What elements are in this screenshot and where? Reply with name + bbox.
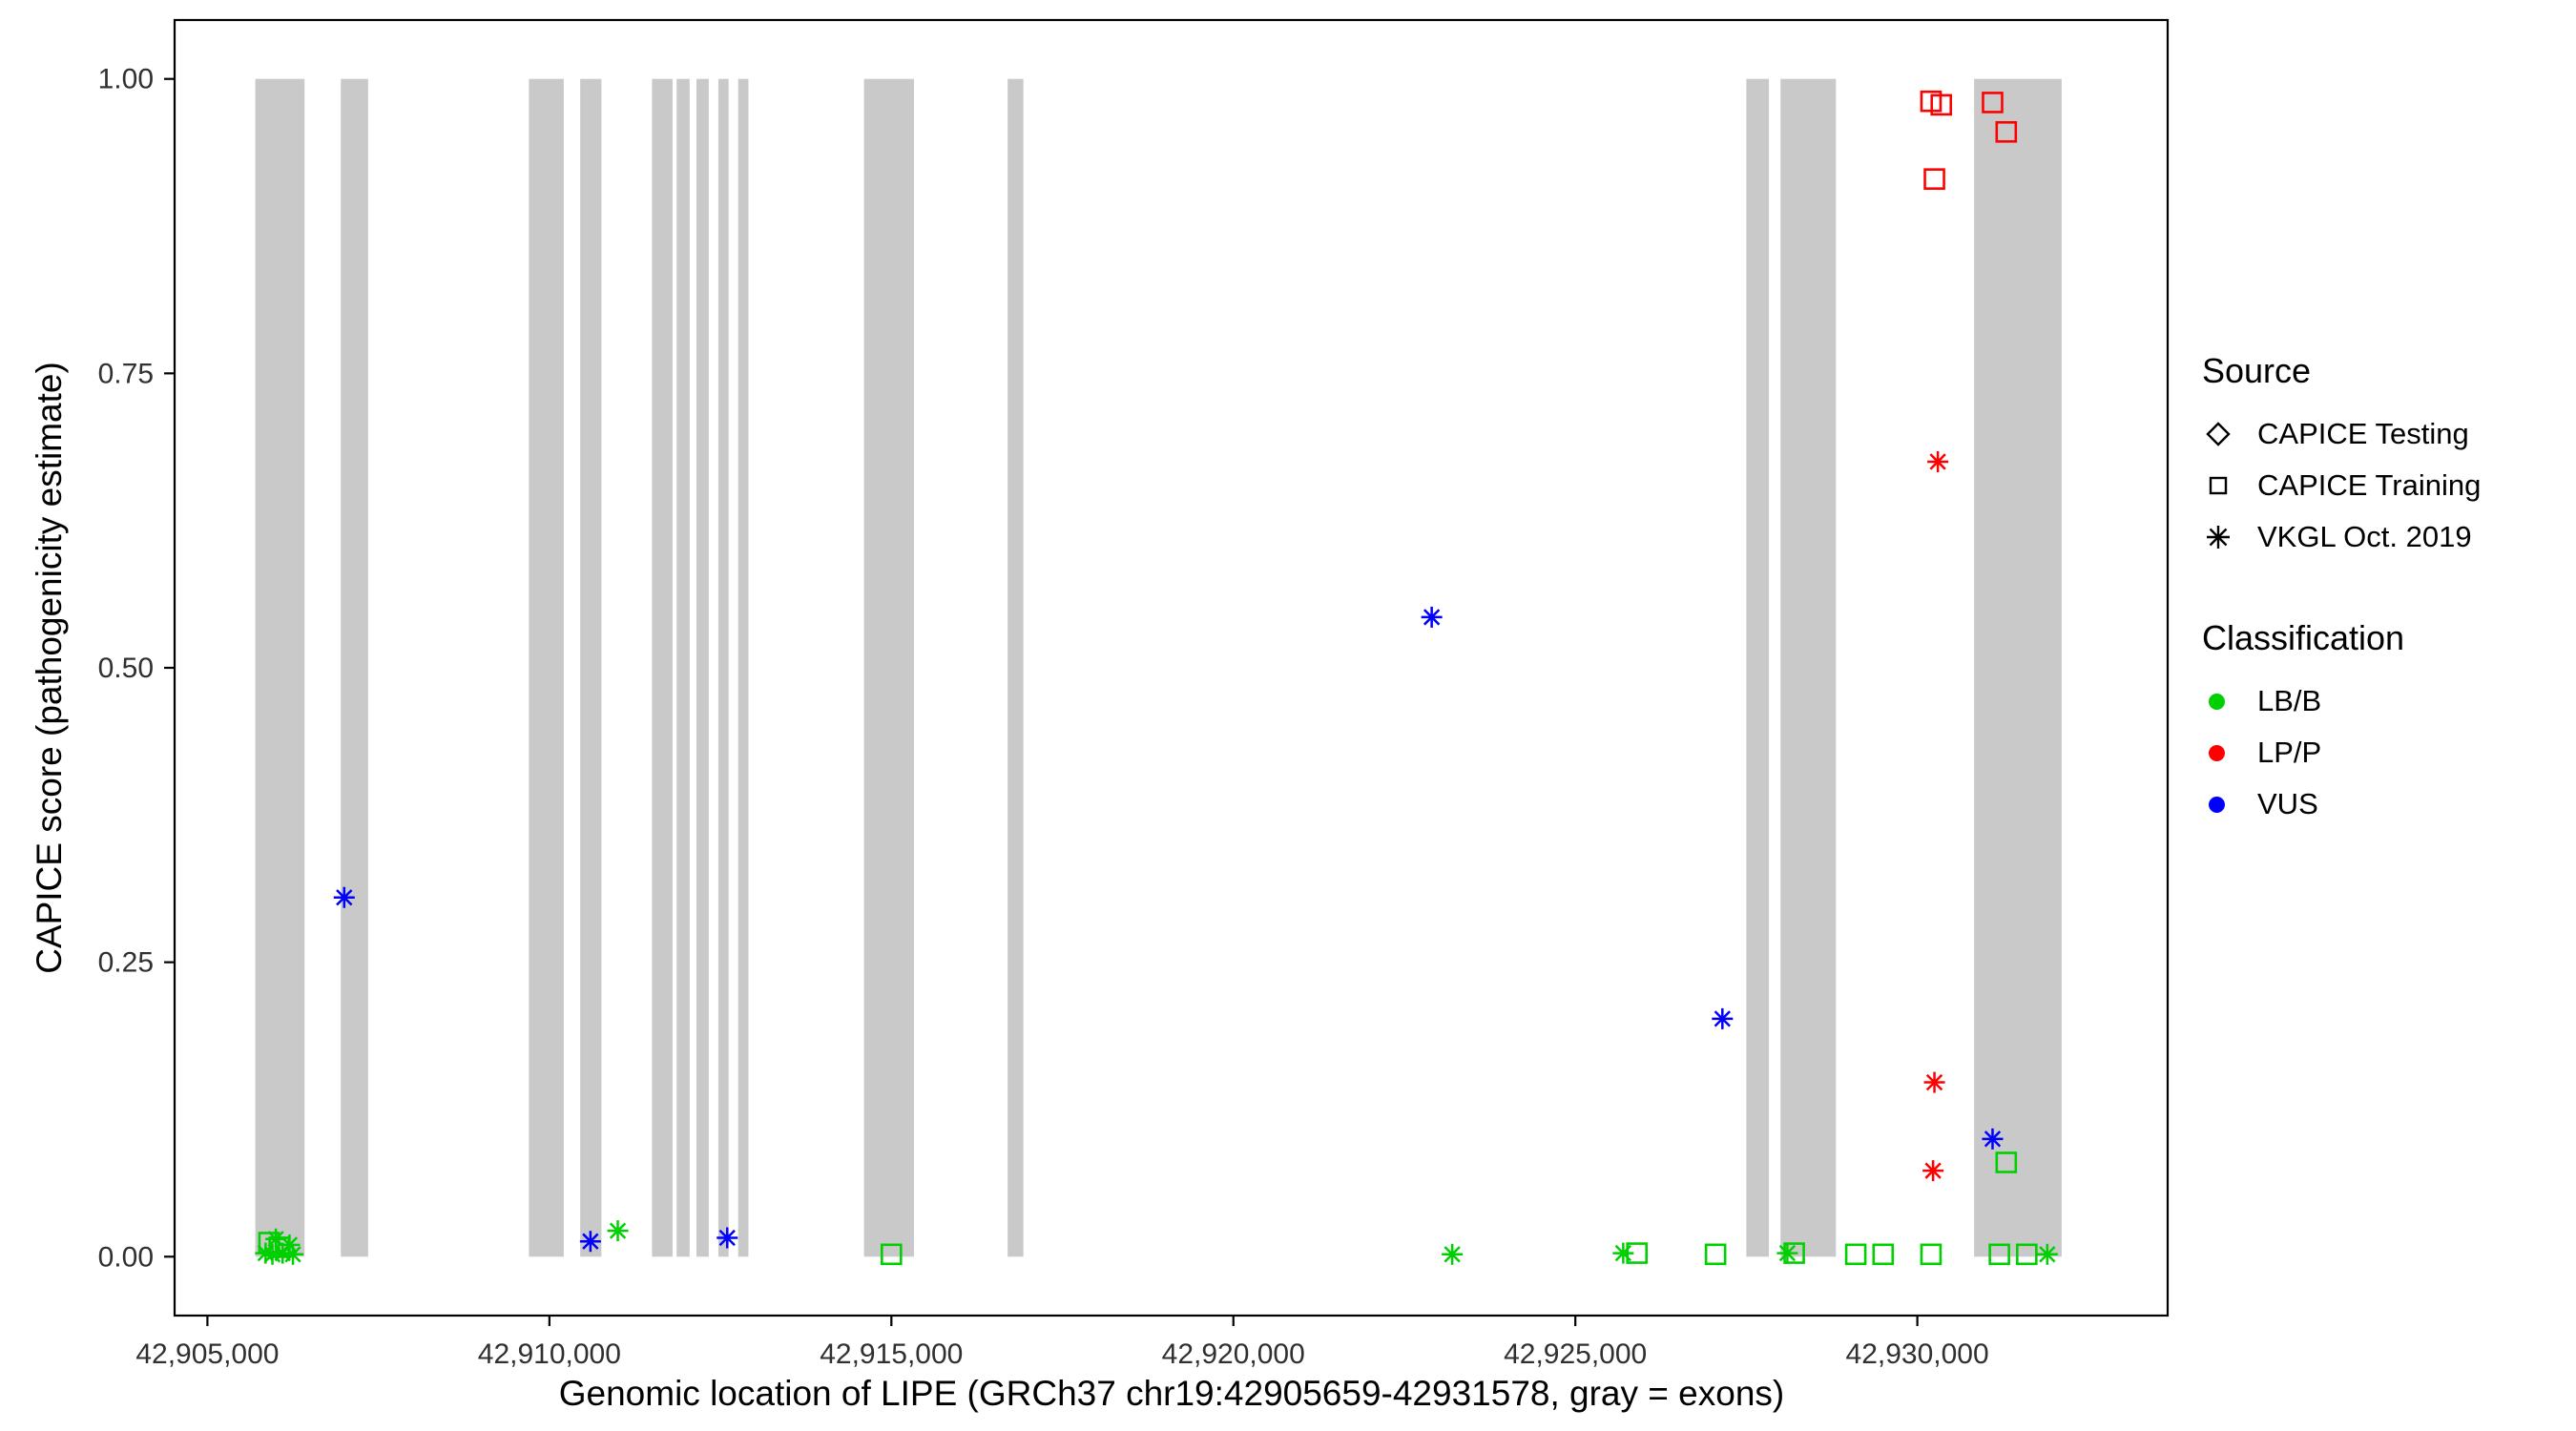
- legend-item-vus: VUS: [2202, 778, 2565, 830]
- legend-item-capice-training: CAPICE Training: [2202, 460, 2565, 511]
- exon-band: [341, 78, 368, 1257]
- data-point: [607, 1220, 629, 1242]
- legend-item-lbb: LB/B: [2202, 675, 2565, 727]
- blue-dot-icon: [2202, 787, 2244, 821]
- asterisk-spoke: [2039, 1246, 2056, 1263]
- x-tick-label: 42,920,000: [1162, 1338, 1305, 1370]
- red-dot-icon: [2202, 736, 2244, 770]
- x-tick-label: 42,930,000: [1846, 1338, 1989, 1370]
- x-tick-label: 42,915,000: [820, 1338, 963, 1370]
- legend-label: VKGL Oct. 2019: [2257, 520, 2472, 553]
- legend-item-capice-testing: CAPICE Testing: [2202, 408, 2565, 460]
- data-point: [1704, 1243, 1727, 1266]
- asterisk-spoke: [582, 1233, 599, 1250]
- data-point: [1930, 93, 1953, 116]
- exon-band: [1780, 78, 1837, 1257]
- legend-group-classification: Classification LB/B LP/P VUS: [2202, 618, 2565, 830]
- data-point: [1844, 1243, 1867, 1266]
- data-point: [1995, 120, 2018, 143]
- asterisk-spoke: [336, 889, 353, 906]
- data-point: [333, 886, 355, 908]
- legend-label: VUS: [2257, 787, 2318, 820]
- exon-band: [652, 78, 673, 1257]
- asterisk-spoke: [609, 1222, 627, 1239]
- asterisk-spoke: [1984, 1130, 2002, 1148]
- exon-band: [580, 78, 602, 1257]
- y-tick-label: 0.50: [98, 653, 154, 684]
- asterisk-icon: [2202, 520, 2244, 554]
- legend-item-vkgl: VKGL Oct. 2019: [2202, 511, 2565, 563]
- exon-band: [529, 78, 564, 1257]
- data-point: [880, 1243, 903, 1266]
- y-tick-label: 0.75: [98, 358, 154, 389]
- data-point: [717, 1227, 738, 1249]
- legend-label: LB/B: [2257, 684, 2322, 717]
- exon-band: [863, 78, 914, 1257]
- data-point: [1421, 606, 1443, 628]
- asterisk-spoke: [1778, 1244, 1797, 1262]
- legend: Source CAPICE Testing CAPICE Training: [2202, 351, 2565, 885]
- data-point: [1922, 1160, 1944, 1182]
- data-point: [1626, 1242, 1648, 1264]
- exon-band: [737, 78, 749, 1257]
- exon-band: [676, 78, 690, 1257]
- asterisk-spoke: [1929, 453, 1946, 470]
- data-point: [1923, 1071, 1945, 1093]
- exon-band: [1008, 78, 1024, 1257]
- asterisk-spoke: [1924, 1162, 1942, 1179]
- legend-label: LP/P: [2257, 736, 2322, 769]
- exon-band: [255, 78, 305, 1257]
- x-tick-label: 42,905,000: [135, 1338, 279, 1370]
- data-point: [1995, 1151, 2018, 1173]
- x-axis-title: Genomic location of LIPE (GRCh37 chr19:4…: [558, 1374, 1785, 1413]
- panel-border: [173, 18, 2170, 1317]
- x-tick-label: 42,910,000: [478, 1338, 621, 1370]
- data-point: [1920, 1243, 1942, 1266]
- data-point: [1442, 1243, 1464, 1265]
- x-tick-label: 42,925,000: [1504, 1338, 1647, 1370]
- data-point: [1783, 1242, 1805, 1264]
- y-tick-label: 0.00: [98, 1241, 154, 1273]
- y-axis-title: CAPICE score (pathogenicity estimate): [30, 362, 69, 974]
- diamond-icon: [2202, 417, 2244, 451]
- legend-group-source: Source CAPICE Testing CAPICE Training: [2202, 351, 2565, 563]
- square-icon: [2202, 468, 2244, 503]
- asterisk-spoke: [1423, 609, 1441, 626]
- green-dot-icon: [2202, 684, 2244, 718]
- legend-item-lpp: LP/P: [2202, 727, 2565, 778]
- legend-label: CAPICE Testing: [2257, 417, 2469, 450]
- exon-band: [1974, 78, 2062, 1257]
- asterisk-spoke: [1714, 1010, 1731, 1027]
- data-point: [1923, 168, 1945, 190]
- legend-label: CAPICE Training: [2257, 468, 2482, 502]
- exon-band: [717, 78, 729, 1257]
- data-point: [1927, 450, 1949, 472]
- data-point: [1988, 1243, 2010, 1266]
- exon-band: [1746, 78, 1770, 1257]
- data-point: [2036, 1243, 2058, 1265]
- data-point: [1982, 1128, 2004, 1150]
- y-tick-label: 1.00: [98, 64, 154, 95]
- data-point: [1612, 1242, 1634, 1264]
- data-point: [282, 1243, 304, 1265]
- asterisk-spoke: [284, 1246, 301, 1263]
- asterisk-spoke: [280, 1236, 299, 1254]
- legend-title-classification: Classification: [2202, 618, 2405, 657]
- data-point: [579, 1231, 601, 1253]
- data-point: [1712, 1007, 1734, 1029]
- exon-band: [696, 78, 709, 1257]
- y-tick-label: 0.25: [98, 947, 154, 979]
- data-point: [2016, 1243, 2038, 1266]
- data-point: [1776, 1242, 1798, 1264]
- data-point: [1872, 1243, 1895, 1266]
- data-point: [1982, 92, 2004, 114]
- asterisk-spoke: [1444, 1246, 1461, 1263]
- legend-title-source: Source: [2202, 351, 2312, 390]
- asterisk-spoke: [1925, 1073, 1943, 1091]
- asterisk-spoke: [718, 1229, 736, 1247]
